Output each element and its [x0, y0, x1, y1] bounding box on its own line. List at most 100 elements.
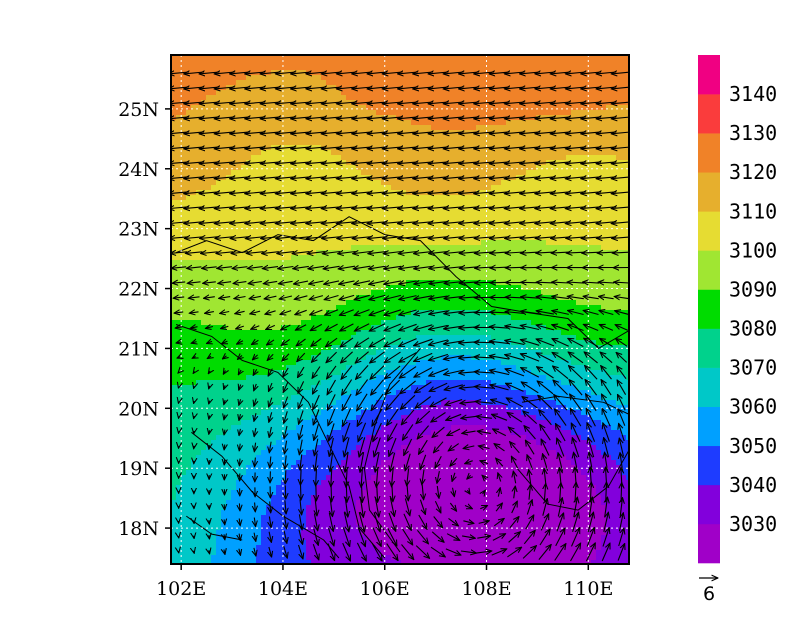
field-cell: [416, 290, 422, 296]
field-cell: [331, 165, 337, 171]
field-cell: [176, 260, 182, 266]
field-cell: [551, 95, 557, 101]
field-cell: [611, 65, 617, 71]
field-cell: [386, 260, 392, 266]
field-cell: [191, 155, 197, 161]
field-cell: [201, 65, 207, 71]
field-cell: [456, 90, 462, 96]
field-cell: [386, 230, 392, 236]
field-cell: [406, 195, 412, 201]
field-cell: [456, 195, 462, 201]
field-cell: [416, 225, 422, 231]
field-cell: [416, 300, 422, 306]
field-cell: [551, 215, 557, 221]
field-cell: [316, 275, 322, 281]
field-cell: [331, 230, 337, 236]
field-cell: [356, 75, 362, 81]
field-cell: [176, 290, 182, 296]
field-cell: [331, 120, 337, 126]
field-cell: [401, 90, 407, 96]
field-cell: [351, 230, 357, 236]
field-cell: [371, 95, 377, 101]
field-cell: [506, 75, 512, 81]
field-cell: [191, 150, 197, 156]
field-cell: [566, 225, 572, 231]
field-cell: [356, 170, 362, 176]
field-cell: [396, 65, 402, 71]
field-cell: [366, 270, 372, 276]
field-cell: [241, 270, 247, 276]
field-cell: [461, 255, 467, 261]
field-cell: [296, 210, 302, 216]
field-cell: [381, 80, 387, 86]
field-cell: [531, 55, 537, 61]
field-cell: [541, 195, 547, 201]
field-cell: [501, 230, 507, 236]
field-cell: [626, 60, 629, 66]
field-cell: [361, 200, 367, 206]
field-cell: [291, 60, 297, 66]
field-cell: [271, 285, 277, 291]
field-cell: [496, 195, 502, 201]
field-cell: [571, 315, 577, 321]
field-cell: [546, 255, 552, 261]
field-cell: [171, 165, 177, 171]
field-cell: [376, 315, 382, 321]
field-cell: [246, 305, 252, 311]
field-cell: [296, 90, 302, 96]
field-cell: [421, 180, 427, 186]
field-cell: [216, 315, 222, 321]
field-cell: [561, 285, 567, 291]
field-cell: [316, 260, 322, 266]
field-cell: [466, 75, 472, 81]
field-cell: [201, 140, 207, 146]
field-cell: [251, 315, 257, 321]
field-cell: [466, 275, 472, 281]
field-cell: [491, 195, 497, 201]
field-cell: [176, 225, 182, 231]
field-cell: [216, 55, 222, 61]
field-cell: [471, 65, 477, 71]
field-cell: [281, 125, 287, 131]
field-cell: [541, 245, 547, 251]
field-cell: [551, 225, 557, 231]
field-cell: [576, 125, 582, 131]
field-cell: [501, 80, 507, 86]
field-cell: [621, 315, 627, 321]
field-cell: [446, 105, 452, 111]
field-cell: [181, 230, 187, 236]
field-cell: [231, 325, 237, 331]
field-cell: [311, 245, 317, 251]
field-cell: [531, 195, 537, 201]
field-cell: [566, 230, 572, 236]
field-cell: [551, 315, 557, 321]
field-cell: [566, 305, 572, 311]
field-cell: [546, 95, 552, 101]
field-cell: [241, 255, 247, 261]
field-cell: [596, 245, 602, 251]
field-cell: [531, 270, 537, 276]
field-cell: [326, 180, 332, 186]
field-cell: [601, 290, 607, 296]
field-cell: [196, 200, 202, 206]
field-cell: [341, 300, 347, 306]
field-cell: [581, 210, 587, 216]
field-cell: [316, 90, 322, 96]
field-cell: [386, 75, 392, 81]
field-cell: [576, 195, 582, 201]
field-cell: [496, 80, 502, 86]
field-cell: [611, 155, 617, 161]
field-cell: [296, 110, 302, 116]
field-cell: [456, 155, 462, 161]
field-cell: [286, 320, 292, 326]
field-cell: [241, 200, 247, 206]
field-cell: [501, 140, 507, 146]
field-cell: [561, 170, 567, 176]
field-cell: [621, 180, 627, 186]
field-cell: [266, 320, 272, 326]
field-cell: [496, 65, 502, 71]
field-cell: [506, 305, 512, 311]
field-cell: [306, 90, 312, 96]
field-cell: [356, 90, 362, 96]
field-cell: [366, 240, 372, 246]
